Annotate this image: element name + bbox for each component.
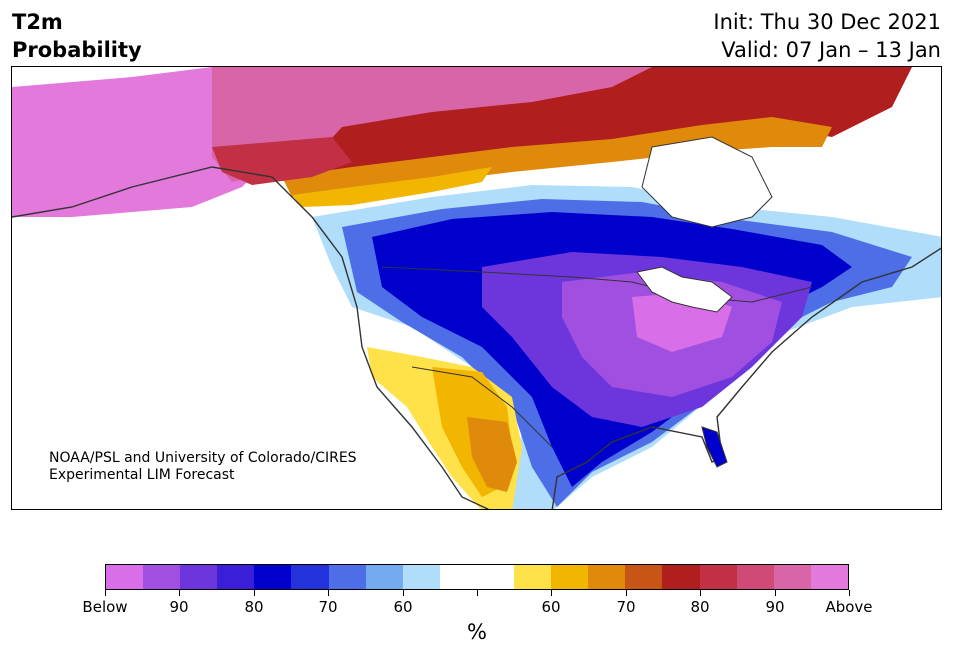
colorbar-tick-label: 70 (616, 598, 636, 616)
colorbar-swatch (402, 565, 440, 589)
colorbar-swatch (773, 565, 811, 589)
credit-text: NOAA/PSL and University of Colorado/CIRE… (49, 450, 357, 484)
colorbar-tick-label: 80 (690, 598, 710, 616)
canada-yellow-region (292, 167, 492, 207)
colorbar-swatch (180, 565, 218, 589)
colorbar-swatch (365, 565, 403, 589)
colorbar-swatch (736, 565, 774, 589)
credit-line-2: Experimental LIM Forecast (49, 467, 235, 483)
colorbar-tick-label: Above (825, 598, 873, 616)
credit-line-1: NOAA/PSL and University of Colorado/CIRE… (49, 450, 357, 466)
colorbar-tick (328, 590, 329, 596)
colorbar-tick (551, 590, 552, 596)
colorbar-swatch (662, 565, 700, 589)
colorbar-tick-label: Below (82, 598, 128, 616)
colorbar-swatch (514, 565, 552, 589)
valid-dates: Valid: 07 Jan – 13 Jan (721, 38, 941, 62)
hudson-bay (641, 136, 773, 228)
colorbar-tick (626, 590, 627, 596)
colorbar-swatch (476, 565, 515, 589)
colorbar-tick (477, 590, 478, 596)
colorbar-tick-label: 90 (169, 598, 189, 616)
colorbar-swatch (254, 565, 292, 589)
colorbar-tick (403, 590, 404, 596)
colorbar-swatch (106, 565, 144, 589)
colorbar-tick-label: 60 (393, 598, 413, 616)
canada-red-region (292, 67, 912, 182)
florida (701, 426, 728, 468)
colorbar-tick (775, 590, 776, 596)
canada-us-border (381, 266, 813, 303)
canada-orange-region (282, 117, 832, 197)
colorbar-swatch (143, 565, 181, 589)
colorbar-tick-label: 90 (765, 598, 785, 616)
figure-title: T2m Probability (12, 8, 142, 64)
colorbar-swatch (328, 565, 366, 589)
colorbar-swatch (625, 565, 663, 589)
mexico-orange-region (467, 417, 517, 492)
colorbar-tick (179, 590, 180, 596)
colorbar-swatch (291, 565, 329, 589)
colorbar-tick-label: 80 (244, 598, 264, 616)
colorbar-tick (700, 590, 701, 596)
us-mexico-border (411, 366, 553, 448)
colorbar-swatch (699, 565, 737, 589)
map-panel: NOAA/PSL and University of Colorado/CIRE… (11, 66, 942, 510)
colorbar-tick (254, 590, 255, 596)
init-date: Init: Thu 30 Dec 2021 (713, 10, 941, 34)
probability-map (12, 67, 941, 509)
colorbar-tick (849, 590, 850, 596)
colorbar-swatch (217, 565, 255, 589)
colorbar-swatch (588, 565, 626, 589)
colorbar-swatch (439, 565, 477, 589)
colorbar-unit-label: % (467, 620, 487, 644)
colorbar-tick-label: 70 (318, 598, 338, 616)
colorbar-tick (105, 590, 106, 596)
title-variable: T2m (12, 10, 63, 34)
colorbar-swatch (551, 565, 589, 589)
colorbar (105, 564, 849, 590)
colorbar-tick-label: 60 (541, 598, 561, 616)
great-lakes (636, 266, 733, 313)
colorbar-swatch (810, 565, 848, 589)
forecast-dates: Init: Thu 30 Dec 2021 Valid: 07 Jan – 13… (713, 8, 941, 64)
title-quantity: Probability (12, 38, 142, 62)
